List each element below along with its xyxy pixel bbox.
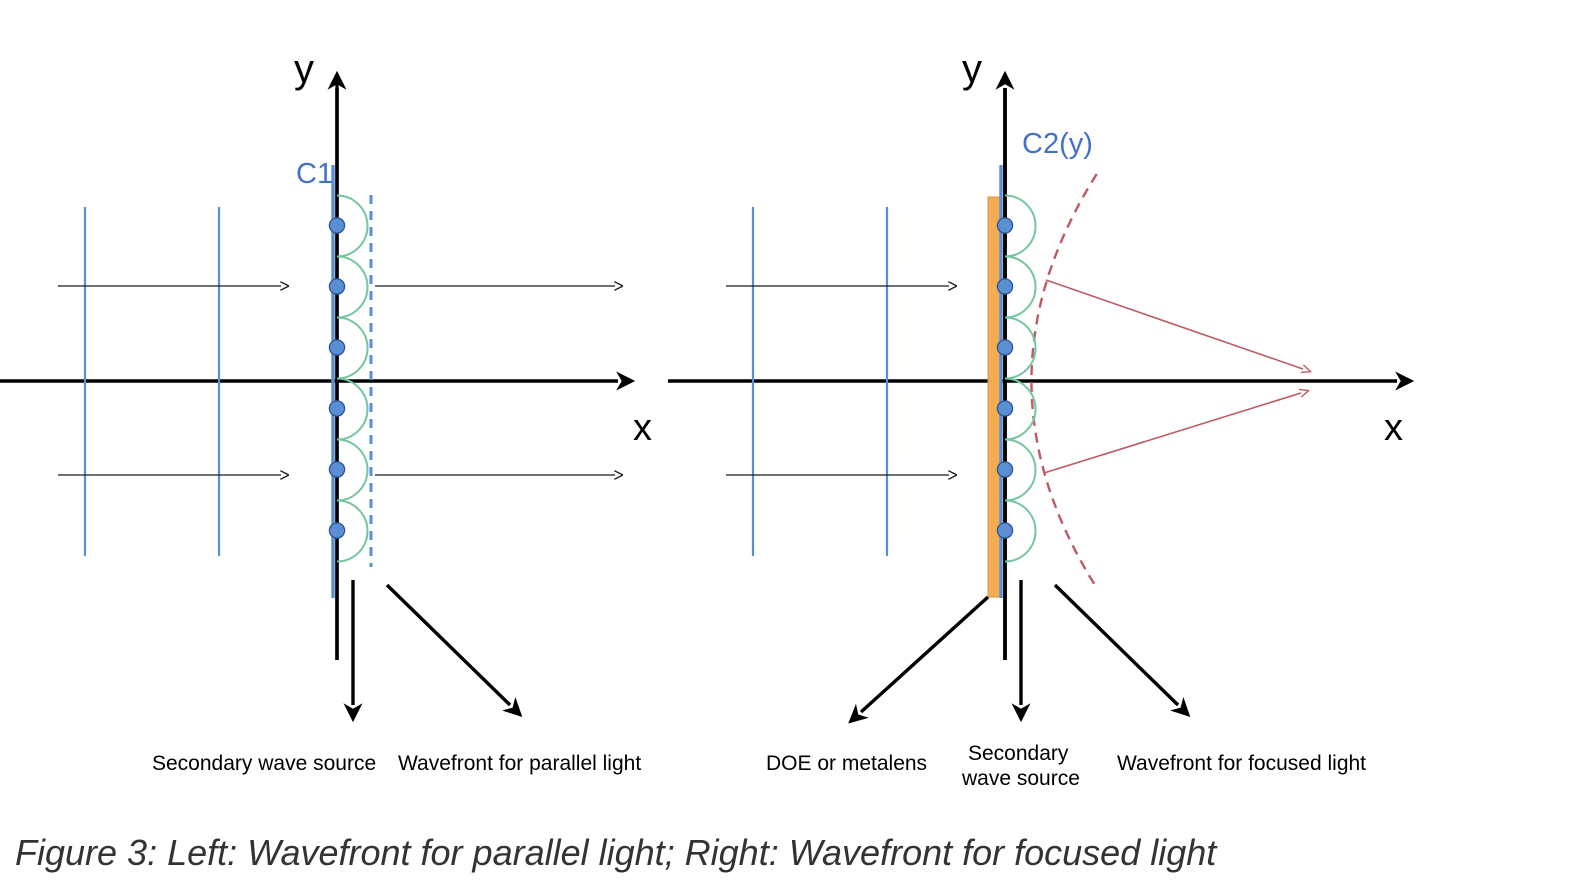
svg-text:Secondary: Secondary bbox=[968, 742, 1069, 765]
svg-text:Figure 3: Left: Wavefront for: Figure 3: Left: Wavefront for parallel l… bbox=[15, 832, 1218, 873]
svg-text:x: x bbox=[1384, 407, 1403, 449]
svg-text:C2(y): C2(y) bbox=[1022, 128, 1093, 160]
svg-text:Wavefront for focused light: Wavefront for focused light bbox=[1117, 752, 1366, 775]
svg-text:Secondary wave source: Secondary wave source bbox=[152, 752, 376, 775]
svg-text:C1: C1 bbox=[296, 158, 333, 190]
svg-text:wave source: wave source bbox=[961, 767, 1080, 790]
svg-text:y: y bbox=[962, 47, 982, 91]
svg-text:x: x bbox=[633, 407, 652, 449]
svg-text:Wavefront for parallel light: Wavefront for parallel light bbox=[398, 752, 641, 775]
svg-text:DOE or metalens: DOE or metalens bbox=[766, 752, 927, 775]
svg-text:y: y bbox=[294, 47, 314, 91]
